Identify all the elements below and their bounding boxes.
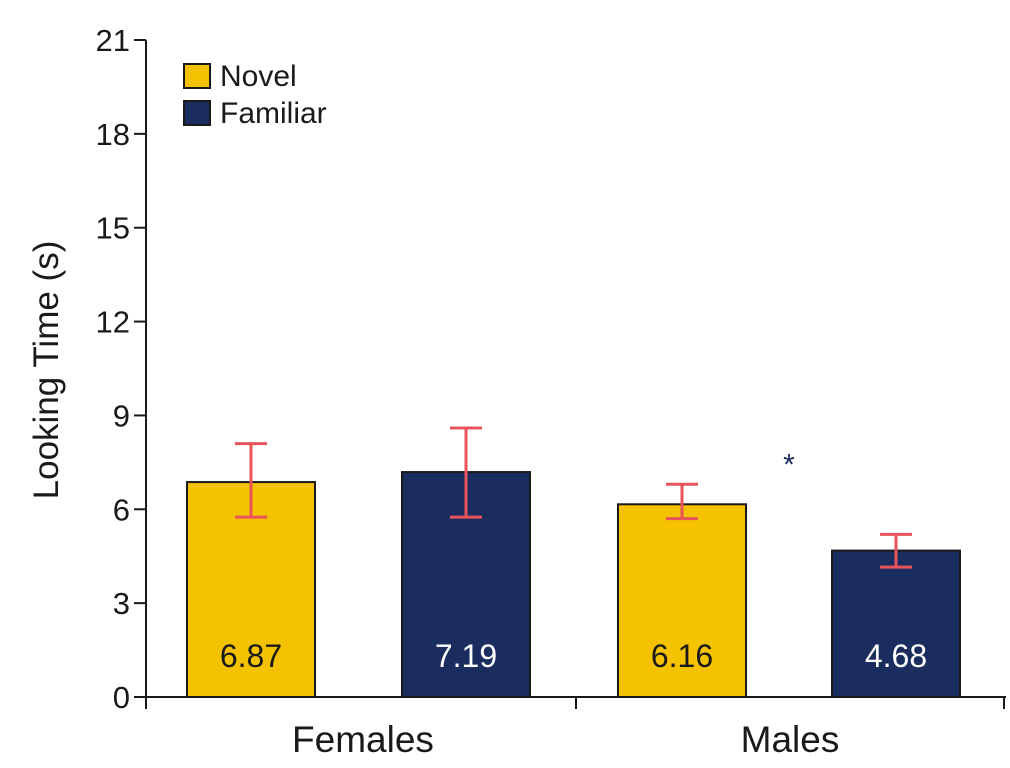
bar-novel-males [617,503,747,698]
legend-label: Novel [220,60,297,93]
legend-label: Familiar [220,97,327,130]
bar-value-label: 7.19 [435,638,497,674]
bar-value-label: 6.87 [220,638,282,674]
y-tick-label: 0 [113,680,130,715]
y-tick-label: 21 [96,23,130,58]
bar-value-label: 6.16 [651,638,713,674]
y-tick-label: 15 [96,211,130,246]
y-tick-label: 9 [113,398,130,433]
legend: Novel Familiar [183,60,327,130]
bars-layer [186,471,961,699]
axes-layer [134,39,1006,709]
bar-value-label: 4.68 [865,638,927,674]
y-tick-label: 6 [113,492,130,527]
y-tick-label: 18 [96,117,130,152]
y-tick-label: 3 [113,586,130,621]
bar-familiar-males [831,549,961,699]
labels-layer: 6.87 6.16 7.19 4.68 0 3 6 9 12 15 18 21 Females Males… [96,23,928,760]
y-axis-title: Looking Time (s) [27,241,66,500]
legend-swatch-novel [183,63,211,89]
x-category-label: Females [292,719,434,760]
x-category-label: Males [741,719,840,760]
error-bars-layer [235,426,912,569]
legend-swatch-familiar [183,100,211,126]
y-tick-label: 12 [96,305,130,340]
significance-marker: * [783,448,795,481]
